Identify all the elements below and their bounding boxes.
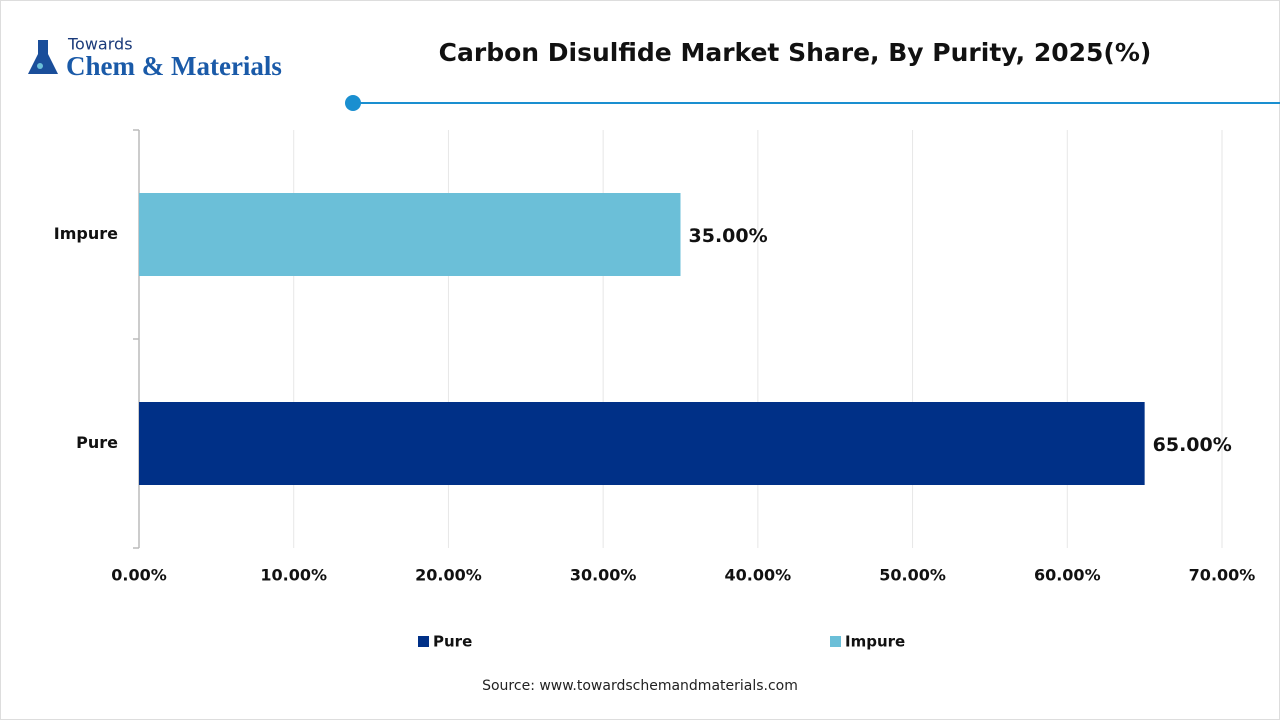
x-tick-label: 60.00% (1034, 566, 1101, 585)
bar (139, 193, 681, 276)
x-tick-label: 70.00% (1189, 566, 1256, 585)
bar (139, 402, 1145, 485)
title-rule-dot (345, 95, 361, 111)
x-tick-label: 10.00% (260, 566, 327, 585)
logo: Towards Chem & Materials (28, 35, 282, 81)
y-tick-label: Impure (54, 224, 118, 243)
legend-label: Impure (845, 633, 905, 651)
x-tick-label: 40.00% (725, 566, 792, 585)
legend-swatch (830, 636, 841, 647)
chart-title: Carbon Disulfide Market Share, By Purity… (439, 38, 1152, 67)
value-label: 65.00% (1153, 434, 1232, 456)
legend-label: Pure (433, 633, 472, 651)
logo-line1: Towards (67, 35, 133, 54)
logo-dot (37, 63, 43, 69)
x-tick-label: 20.00% (415, 566, 482, 585)
x-tick-label: 30.00% (570, 566, 637, 585)
y-tick-label: Pure (76, 433, 118, 452)
logo-icon (28, 40, 58, 74)
value-label: 35.00% (689, 225, 768, 247)
logo-line2: Chem & Materials (66, 51, 282, 81)
x-tick-label: 0.00% (111, 566, 167, 585)
source: Source: www.towardschemandmaterials.com (482, 678, 798, 694)
x-tick-label: 50.00% (879, 566, 946, 585)
legend-swatch (418, 636, 429, 647)
